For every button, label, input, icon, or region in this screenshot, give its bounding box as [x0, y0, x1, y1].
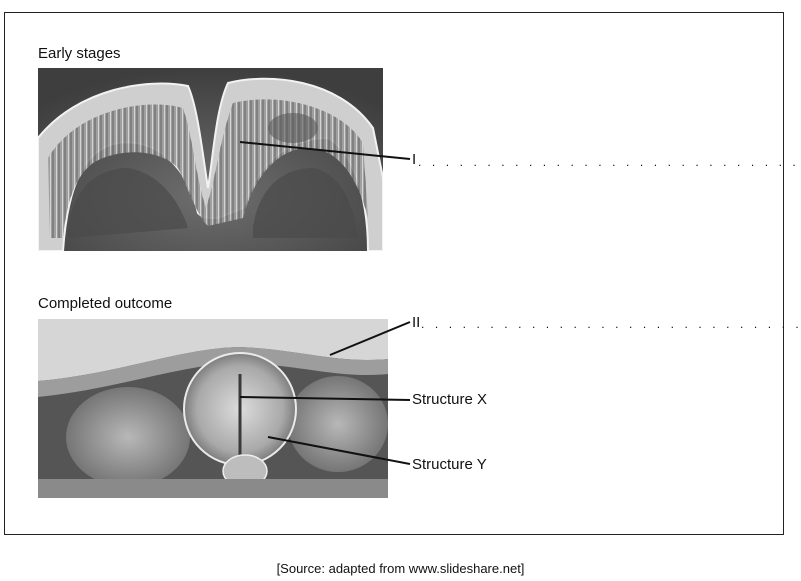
completed-outcome-heading: Completed outcome [38, 295, 173, 312]
source-citation: [Source: adapted from www.slideshare.net… [276, 561, 525, 576]
early-stages-heading: Early stages [38, 45, 121, 62]
structure-x-label: Structure X [412, 391, 488, 408]
answer-blank-II[interactable]: . . . . . . . . . . . . . . . . . . . . … [421, 317, 801, 331]
structure-y-label: Structure Y [412, 456, 487, 473]
answer-blank-I[interactable]: . . . . . . . . . . . . . . . . . . . . … [418, 155, 801, 169]
question-frame [4, 12, 784, 535]
completed-outcome-micrograph [38, 319, 388, 498]
label-II: II [412, 314, 421, 331]
early-stage-micrograph [38, 68, 383, 251]
label-I: I [412, 151, 417, 168]
